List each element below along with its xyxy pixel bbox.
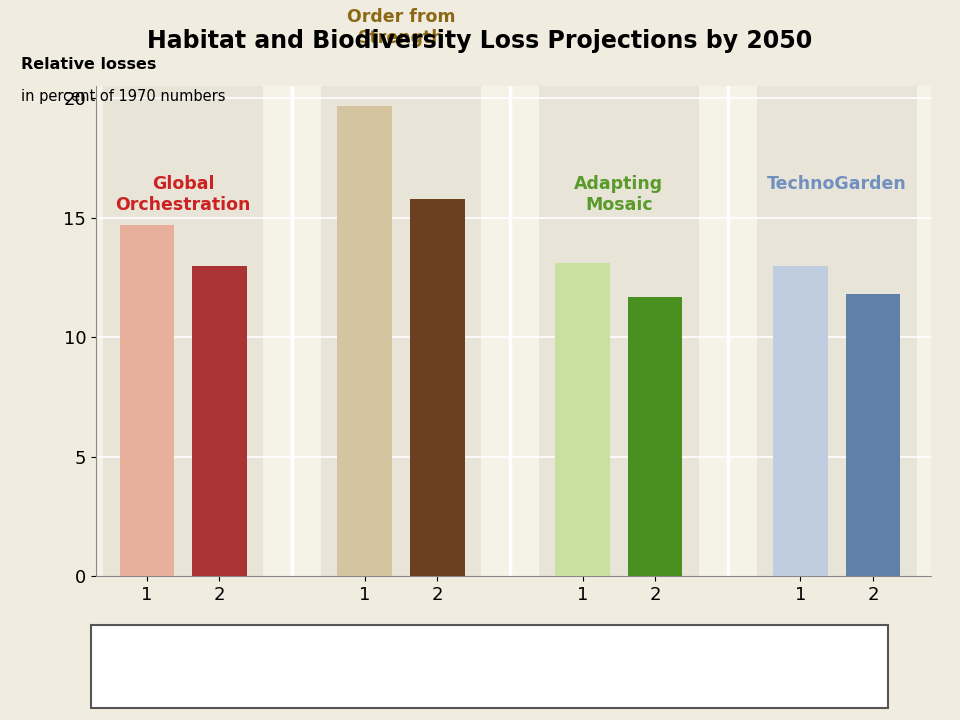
Text: in percent of 1970 numbers: in percent of 1970 numbers [21, 89, 226, 104]
Bar [628, 297, 683, 576]
Bar [773, 266, 828, 576]
Text: Adapting
Mosaic: Adapting Mosaic [574, 175, 663, 214]
Bar [555, 263, 610, 576]
Text: (in percent of 1970 habitat): (in percent of 1970 habitat) [245, 642, 462, 657]
Text: (in percent of 1970 total number of vascular plant species): (in percent of 1970 total number of vasc… [291, 678, 748, 693]
Bar [192, 266, 247, 576]
FancyBboxPatch shape [104, 86, 263, 576]
Text: Relative losses: Relative losses [21, 57, 156, 72]
Text: 2:: 2: [125, 678, 147, 693]
Bar [846, 294, 900, 576]
Bar [338, 106, 392, 576]
FancyBboxPatch shape [322, 86, 481, 576]
Text: 1:: 1: [125, 642, 147, 657]
Bar [120, 225, 174, 576]
Text: Habitat and Biodiversity Loss Projections by 2050: Habitat and Biodiversity Loss Projection… [148, 29, 812, 53]
Text: Order from
Strength: Order from Strength [347, 9, 455, 48]
FancyBboxPatch shape [756, 86, 917, 576]
Text: habitat loss: habitat loss [142, 642, 243, 657]
Text: Global
Orchestration: Global Orchestration [115, 175, 251, 214]
Text: TechnoGarden: TechnoGarden [767, 175, 906, 193]
Bar [410, 199, 465, 576]
FancyBboxPatch shape [539, 86, 699, 576]
Text: biodiversity loss: biodiversity loss [142, 678, 282, 693]
